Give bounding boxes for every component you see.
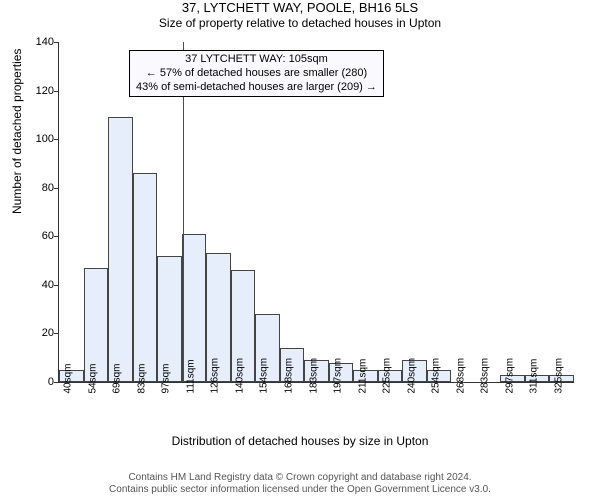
chart-title: 37, LYTCHETT WAY, POOLE, BH16 5LS: [0, 0, 600, 16]
plot-area: 37 LYTCHETT WAY: 105sqm← 57% of detached…: [58, 42, 574, 383]
license-text: Contains HM Land Registry data © Crown c…: [0, 472, 600, 496]
y-tick-label: 60: [0, 230, 54, 242]
y-tick-label: 140: [0, 36, 54, 48]
license-line1: Contains HM Land Registry data © Crown c…: [0, 472, 600, 484]
annotation-line: 43% of semi-detached houses are larger (…: [136, 81, 377, 95]
y-tick-label: 0: [0, 376, 54, 388]
y-tick-label: 20: [0, 327, 54, 339]
annotation-box: 37 LYTCHETT WAY: 105sqm← 57% of detached…: [129, 50, 384, 97]
chart-area: Number of detached properties 37 LYTCHET…: [0, 34, 600, 454]
chart-subtitle: Size of property relative to detached ho…: [0, 16, 600, 30]
histogram-bar: [133, 173, 158, 382]
y-tick-label: 40: [0, 279, 54, 291]
y-tick-label: 80: [0, 182, 54, 194]
annotation-line: ← 57% of detached houses are smaller (28…: [136, 67, 377, 81]
license-line2: Contains public sector information licen…: [0, 484, 600, 496]
y-tick-label: 100: [0, 133, 54, 145]
x-axis-label: Distribution of detached houses by size …: [0, 434, 600, 448]
annotation-line: 37 LYTCHETT WAY: 105sqm: [136, 53, 377, 67]
histogram-bar: [108, 117, 133, 382]
y-tick-label: 120: [0, 85, 54, 97]
